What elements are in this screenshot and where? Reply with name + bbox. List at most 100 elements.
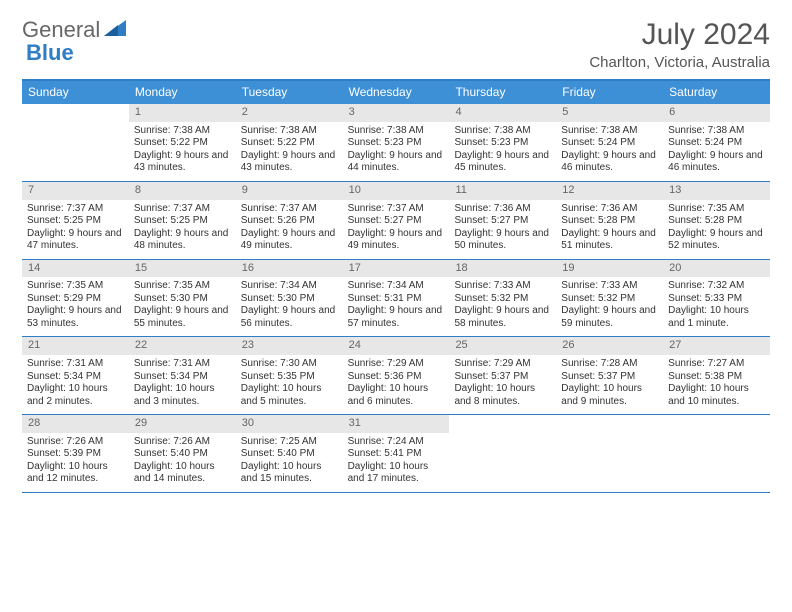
calendar-week-row: 7Sunrise: 7:37 AMSunset: 5:25 PMDaylight… xyxy=(22,182,770,260)
sunrise-text: Sunrise: 7:36 AM xyxy=(561,203,658,216)
sunrise-text: Sunrise: 7:37 AM xyxy=(134,203,231,216)
sunrise-text: Sunrise: 7:30 AM xyxy=(241,358,338,371)
calendar-day-cell: 8Sunrise: 7:37 AMSunset: 5:25 PMDaylight… xyxy=(129,182,236,259)
weekday-header: Friday xyxy=(556,81,663,104)
sunrise-text: Sunrise: 7:31 AM xyxy=(134,358,231,371)
calendar-day-cell: .. xyxy=(556,415,663,492)
calendar-day-cell: 7Sunrise: 7:37 AMSunset: 5:25 PMDaylight… xyxy=(22,182,129,259)
sunset-text: Sunset: 5:27 PM xyxy=(454,215,551,228)
page-header: General July 2024 Charlton, Victoria, Au… xyxy=(22,18,770,71)
sunset-text: Sunset: 5:32 PM xyxy=(454,293,551,306)
day-number: 13 xyxy=(663,182,770,200)
day-number: 8 xyxy=(129,182,236,200)
sunrise-text: Sunrise: 7:35 AM xyxy=(134,280,231,293)
daylight-text: Daylight: 9 hours and 43 minutes. xyxy=(134,150,231,175)
sunrise-text: Sunrise: 7:37 AM xyxy=(27,203,124,216)
brand-text-gray: General xyxy=(22,19,100,41)
sunset-text: Sunset: 5:23 PM xyxy=(348,137,445,150)
calendar-day-cell: 17Sunrise: 7:34 AMSunset: 5:31 PMDayligh… xyxy=(343,260,450,337)
daylight-text: Daylight: 9 hours and 58 minutes. xyxy=(454,305,551,330)
sunrise-text: Sunrise: 7:32 AM xyxy=(668,280,765,293)
sunset-text: Sunset: 5:24 PM xyxy=(561,137,658,150)
day-number: 23 xyxy=(236,337,343,355)
calendar-day-cell: 25Sunrise: 7:29 AMSunset: 5:37 PMDayligh… xyxy=(449,337,556,414)
day-body: Sunrise: 7:29 AMSunset: 5:36 PMDaylight:… xyxy=(343,355,450,414)
day-number: 26 xyxy=(556,337,663,355)
sunset-text: Sunset: 5:28 PM xyxy=(668,215,765,228)
sunrise-text: Sunrise: 7:29 AM xyxy=(454,358,551,371)
calendar-day-cell: 2Sunrise: 7:38 AMSunset: 5:22 PMDaylight… xyxy=(236,104,343,181)
sunrise-text: Sunrise: 7:24 AM xyxy=(348,436,445,449)
weekday-header: Thursday xyxy=(449,81,556,104)
daylight-text: Daylight: 10 hours and 6 minutes. xyxy=(348,383,445,408)
month-title: July 2024 xyxy=(589,18,770,52)
sunrise-text: Sunrise: 7:37 AM xyxy=(241,203,338,216)
calendar-day-cell: 11Sunrise: 7:36 AMSunset: 5:27 PMDayligh… xyxy=(449,182,556,259)
daylight-text: Daylight: 9 hours and 55 minutes. xyxy=(134,305,231,330)
sunrise-text: Sunrise: 7:38 AM xyxy=(454,125,551,138)
sunrise-text: Sunrise: 7:27 AM xyxy=(668,358,765,371)
brand-text-blue: Blue xyxy=(26,40,74,65)
daylight-text: Daylight: 9 hours and 53 minutes. xyxy=(27,305,124,330)
sunset-text: Sunset: 5:25 PM xyxy=(134,215,231,228)
day-number: 16 xyxy=(236,260,343,278)
sunset-text: Sunset: 5:30 PM xyxy=(134,293,231,306)
daylight-text: Daylight: 10 hours and 5 minutes. xyxy=(241,383,338,408)
daylight-text: Daylight: 9 hours and 44 minutes. xyxy=(348,150,445,175)
calendar-week-row: 28Sunrise: 7:26 AMSunset: 5:39 PMDayligh… xyxy=(22,415,770,493)
weekday-header: Tuesday xyxy=(236,81,343,104)
sunset-text: Sunset: 5:40 PM xyxy=(134,448,231,461)
calendar-day-cell: 30Sunrise: 7:25 AMSunset: 5:40 PMDayligh… xyxy=(236,415,343,492)
day-body: Sunrise: 7:35 AMSunset: 5:30 PMDaylight:… xyxy=(129,277,236,336)
day-number: 15 xyxy=(129,260,236,278)
daylight-text: Daylight: 9 hours and 50 minutes. xyxy=(454,228,551,253)
day-number: 3 xyxy=(343,104,450,122)
daylight-text: Daylight: 9 hours and 57 minutes. xyxy=(348,305,445,330)
day-number: 19 xyxy=(556,260,663,278)
day-body: Sunrise: 7:28 AMSunset: 5:37 PMDaylight:… xyxy=(556,355,663,414)
day-body: Sunrise: 7:36 AMSunset: 5:27 PMDaylight:… xyxy=(449,200,556,259)
day-body: Sunrise: 7:35 AMSunset: 5:29 PMDaylight:… xyxy=(22,277,129,336)
day-number: 11 xyxy=(449,182,556,200)
day-number: 4 xyxy=(449,104,556,122)
sunrise-text: Sunrise: 7:33 AM xyxy=(561,280,658,293)
calendar-day-cell: 3Sunrise: 7:38 AMSunset: 5:23 PMDaylight… xyxy=(343,104,450,181)
day-number: 18 xyxy=(449,260,556,278)
weekday-header: Monday xyxy=(129,81,236,104)
calendar-day-cell: 26Sunrise: 7:28 AMSunset: 5:37 PMDayligh… xyxy=(556,337,663,414)
sunset-text: Sunset: 5:25 PM xyxy=(27,215,124,228)
sunrise-text: Sunrise: 7:31 AM xyxy=(27,358,124,371)
day-number: 12 xyxy=(556,182,663,200)
sunset-text: Sunset: 5:40 PM xyxy=(241,448,338,461)
day-body: Sunrise: 7:37 AMSunset: 5:25 PMDaylight:… xyxy=(129,200,236,259)
daylight-text: Daylight: 9 hours and 49 minutes. xyxy=(348,228,445,253)
sunset-text: Sunset: 5:26 PM xyxy=(241,215,338,228)
sunset-text: Sunset: 5:22 PM xyxy=(241,137,338,150)
sunset-text: Sunset: 5:23 PM xyxy=(454,137,551,150)
day-number: 21 xyxy=(22,337,129,355)
sunset-text: Sunset: 5:39 PM xyxy=(27,448,124,461)
sunset-text: Sunset: 5:37 PM xyxy=(454,371,551,384)
sunrise-text: Sunrise: 7:26 AM xyxy=(134,436,231,449)
calendar-week-row: ..1Sunrise: 7:38 AMSunset: 5:22 PMDaylig… xyxy=(22,104,770,182)
day-number: 17 xyxy=(343,260,450,278)
weekday-header-row: SundayMondayTuesdayWednesdayThursdayFrid… xyxy=(22,81,770,104)
day-body: Sunrise: 7:31 AMSunset: 5:34 PMDaylight:… xyxy=(129,355,236,414)
sunrise-text: Sunrise: 7:38 AM xyxy=(561,125,658,138)
day-body: Sunrise: 7:24 AMSunset: 5:41 PMDaylight:… xyxy=(343,433,450,492)
sunrise-text: Sunrise: 7:26 AM xyxy=(27,436,124,449)
calendar-day-cell: .. xyxy=(22,104,129,181)
day-number: 27 xyxy=(663,337,770,355)
day-body: Sunrise: 7:26 AMSunset: 5:39 PMDaylight:… xyxy=(22,433,129,492)
sunrise-text: Sunrise: 7:33 AM xyxy=(454,280,551,293)
daylight-text: Daylight: 10 hours and 10 minutes. xyxy=(668,383,765,408)
calendar-day-cell: 27Sunrise: 7:27 AMSunset: 5:38 PMDayligh… xyxy=(663,337,770,414)
calendar-day-cell: 20Sunrise: 7:32 AMSunset: 5:33 PMDayligh… xyxy=(663,260,770,337)
daylight-text: Daylight: 10 hours and 9 minutes. xyxy=(561,383,658,408)
day-body: Sunrise: 7:33 AMSunset: 5:32 PMDaylight:… xyxy=(449,277,556,336)
sunset-text: Sunset: 5:24 PM xyxy=(668,137,765,150)
sunset-text: Sunset: 5:29 PM xyxy=(27,293,124,306)
sunrise-text: Sunrise: 7:38 AM xyxy=(241,125,338,138)
sunrise-text: Sunrise: 7:38 AM xyxy=(348,125,445,138)
day-body: Sunrise: 7:38 AMSunset: 5:23 PMDaylight:… xyxy=(343,122,450,181)
